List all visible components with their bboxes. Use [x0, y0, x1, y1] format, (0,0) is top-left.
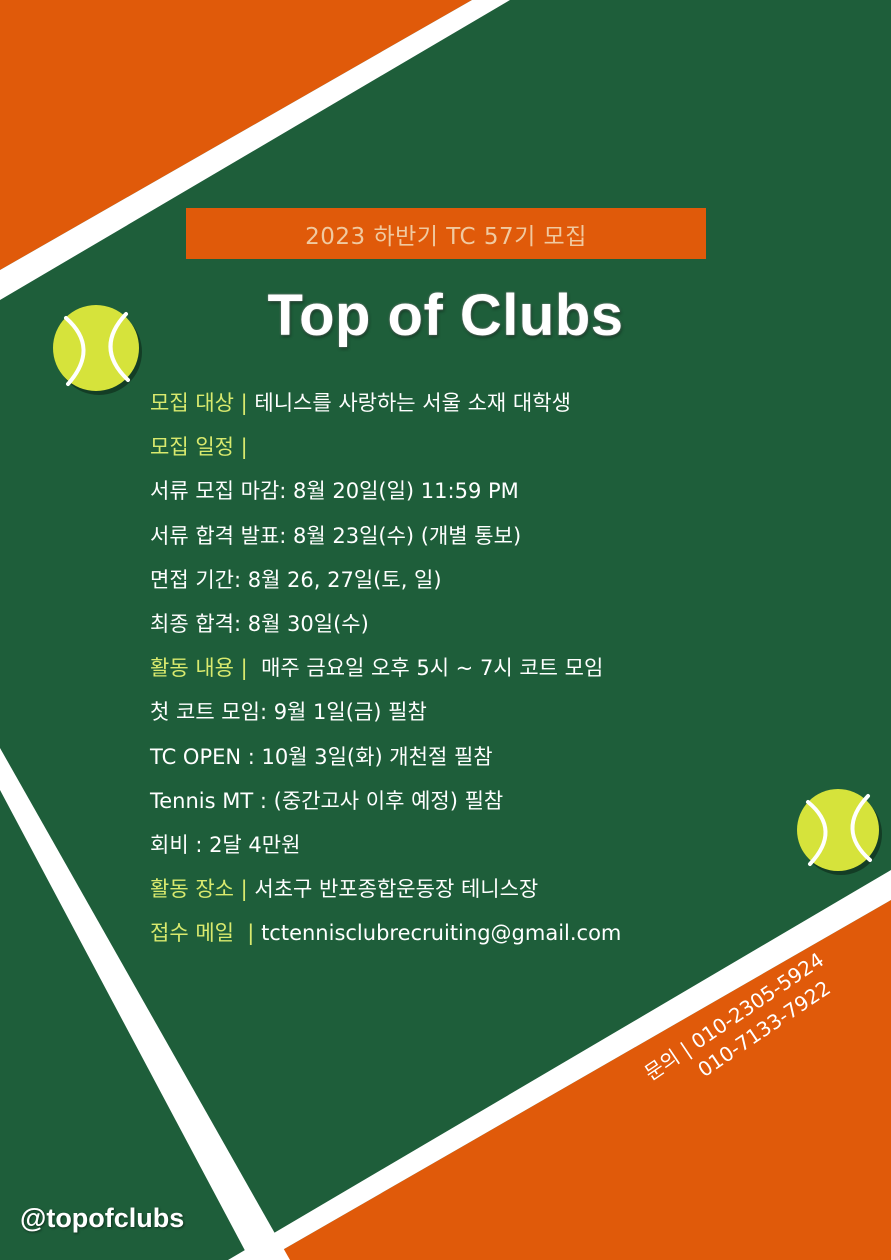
court-line-bottom	[228, 870, 891, 1260]
info-row: 서류 모집 마감: 8월 20일(일) 11:59 PM	[150, 474, 621, 518]
tennis-ball-icon	[53, 305, 142, 395]
info-row: 모집 대상 | 테니스를 사랑하는 서울 소재 대학생	[150, 386, 621, 430]
info-text: 서류 합격 발표: 8월 23일(수) (개별 통보)	[150, 523, 522, 548]
info-text: 첫 코트 모임: 9월 1일(금) 필참	[150, 700, 427, 725]
info-text: 서류 모집 마감: 8월 20일(일) 11:59 PM	[150, 479, 519, 504]
court-line-left	[0, 748, 290, 1260]
info-text: 테니스를 사랑하는 서울 소재 대학생	[254, 391, 571, 415]
court-line-top	[0, 0, 510, 300]
club-title: Top of Clubs	[267, 283, 624, 348]
info-text: 최종 합격: 8월 30일(수)	[150, 611, 369, 636]
info-text: tctennisclubrecruiting@gmail.com	[261, 921, 622, 946]
info-row: 접수 메일 | tctennisclubrecruiting@gmail.com	[150, 916, 621, 960]
info-label: 활동 장소 |	[150, 877, 255, 902]
info-row: 활동 내용 | 매주 금요일 오후 5시 ~ 7시 코트 모임	[150, 651, 621, 695]
info-row: 최종 합격: 8월 30일(수)	[150, 607, 621, 651]
info-row: 모집 일정 |	[150, 430, 621, 474]
info-row: 회비 : 2달 4만원	[150, 828, 621, 872]
tennis-ball-icon	[797, 789, 882, 875]
info-label: 모집 대상 |	[150, 391, 255, 415]
info-row: 면접 기간: 8월 26, 27일(토, 일)	[150, 563, 621, 607]
info-text: 서초구 반포종합운동장 테니스장	[254, 877, 539, 902]
info-text: TC OPEN : 10월 3일(화) 개천절 필참	[150, 744, 493, 769]
info-text: 면접 기간: 8월 26, 27일(토, 일)	[150, 567, 442, 592]
info-label: 모집 일정 |	[150, 435, 255, 460]
banner-text: 2023 하반기 TC 57기 모집	[305, 223, 587, 250]
info-row: 활동 장소 | 서초구 반포종합운동장 테니스장	[150, 872, 621, 916]
info-label: 활동 내용 |	[150, 656, 255, 681]
info-text: Tennis MT : (중간고사 이후 예정) 필참	[150, 788, 504, 813]
info-row: TC OPEN : 10월 3일(화) 개천절 필참	[150, 740, 621, 784]
info-text: 회비 : 2달 4만원	[150, 832, 301, 857]
info-row: Tennis MT : (중간고사 이후 예정) 필참	[150, 784, 621, 828]
instagram-handle: @topofclubs	[20, 1203, 185, 1233]
recruitment-banner: 2023 하반기 TC 57기 모집	[186, 208, 706, 259]
info-label: 접수 메일 |	[150, 921, 262, 946]
info-row: 서류 합격 발표: 8월 23일(수) (개별 통보)	[150, 519, 621, 563]
info-text: 매주 금요일 오후 5시 ~ 7시 코트 모임	[254, 656, 604, 681]
info-row: 첫 코트 모임: 9월 1일(금) 필참	[150, 695, 621, 739]
